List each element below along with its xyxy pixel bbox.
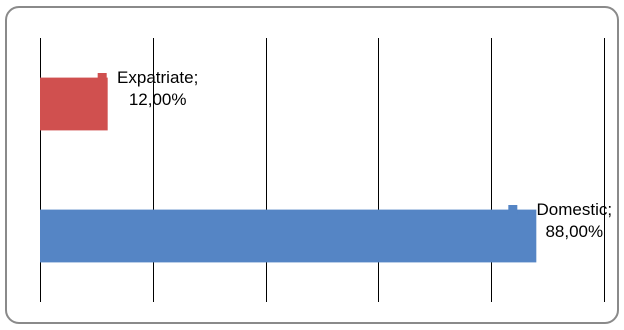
chart-frame: [5, 6, 619, 324]
bars: [40, 77, 537, 263]
data-labels: Expatriate; 12,00% Domestic; 88,00%: [97, 68, 613, 241]
data-label-name-domestic: Domestic;: [537, 200, 613, 219]
data-label-value-expatriate: 12,00%: [129, 90, 187, 109]
bar-domestic: [40, 209, 537, 263]
label-key-expatriate: [97, 73, 107, 82]
data-label-value-domestic: 88,00%: [545, 222, 603, 241]
data-label-name-expatriate: Expatriate;: [117, 68, 198, 87]
bar-expatriate: [40, 77, 108, 131]
label-key-domestic: [508, 205, 518, 214]
